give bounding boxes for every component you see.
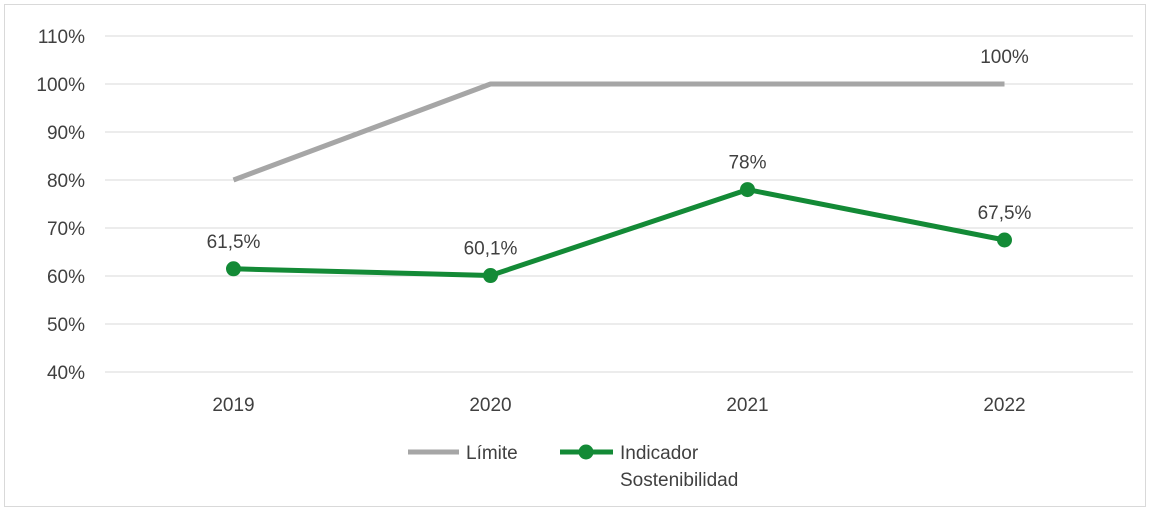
y-tick-label: 60% (47, 267, 85, 288)
x-axis-ticks: 2019 2020 2021 2022 (212, 395, 1025, 416)
data-point (997, 232, 1012, 248)
legend-label-line: Sostenibilidad (620, 470, 738, 491)
data-label: 78% (728, 153, 766, 174)
legend-label-indicador: Indicador Sostenibilidad (620, 443, 738, 491)
series-lines (226, 81, 1012, 284)
y-tick-label: 80% (47, 171, 85, 192)
y-tick-label: 70% (47, 219, 85, 240)
data-label: 61,5% (207, 232, 261, 253)
y-tick-label: 90% (47, 123, 85, 144)
x-tick-label: 2020 (469, 395, 511, 416)
data-labels: 100% 61,5% 60,1% 78% 67,5% (207, 47, 1032, 260)
data-label: 100% (980, 47, 1029, 68)
data-point (226, 261, 241, 277)
data-point (483, 268, 498, 284)
legend-label-limite: Límite (466, 443, 518, 464)
y-tick-label: 50% (47, 315, 85, 336)
legend: Límite Indicador Sostenibilidad (408, 443, 738, 491)
legend-label-line: Indicador (620, 443, 699, 464)
x-tick-label: 2019 (212, 395, 254, 416)
y-tick-label: 100% (36, 75, 85, 96)
y-tick-label: 40% (47, 363, 85, 384)
series-line (232, 81, 1005, 183)
data-label: 60,1% (464, 239, 518, 260)
x-tick-label: 2021 (726, 395, 768, 416)
series-line (233, 187, 1005, 279)
legend-marker-indicador (578, 444, 594, 460)
x-tick-label: 2022 (983, 395, 1025, 416)
chart-frame (4, 4, 1146, 507)
y-tick-label: 110% (38, 27, 85, 48)
data-point (740, 182, 755, 198)
y-axis-ticks: 40% 50% 60% 70% 80% 90% 100% 110% (36, 27, 85, 384)
data-label: 67,5% (978, 203, 1032, 224)
